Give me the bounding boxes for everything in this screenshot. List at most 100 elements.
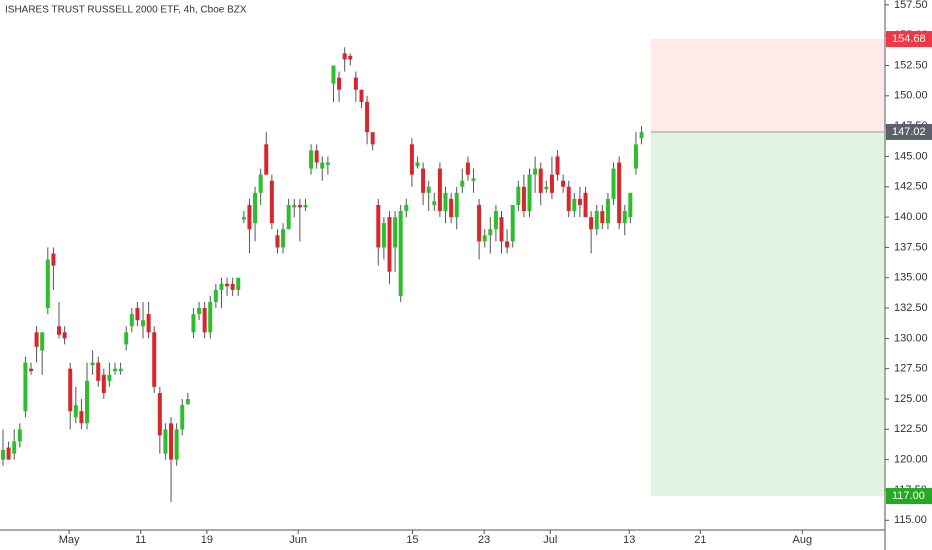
price-tag: [886, 123, 932, 140]
candle-body: [521, 186, 526, 212]
candle-body: [594, 211, 599, 230]
candle-body: [353, 77, 358, 90]
y-tick-label: 150.00: [894, 90, 928, 102]
candle-body: [583, 192, 588, 218]
y-tick-label: 137.50: [894, 241, 928, 253]
candle-body: [477, 204, 482, 242]
candle-body: [57, 326, 62, 335]
candle-body: [387, 217, 392, 272]
candle-body: [197, 308, 202, 315]
x-tick-label: 23: [478, 534, 490, 546]
candle-body: [51, 253, 56, 266]
candle-body: [191, 314, 196, 333]
candle-body: [348, 55, 353, 60]
candle-body: [314, 150, 319, 163]
candle-body: [146, 314, 151, 333]
candle-body: [370, 132, 375, 145]
candle-body: [135, 308, 140, 321]
candle-body: [62, 332, 67, 339]
candle-body: [465, 162, 470, 175]
candle-body: [605, 198, 610, 224]
candle-body: [398, 211, 403, 296]
candle-body: [264, 144, 269, 175]
candle-body: [437, 168, 442, 212]
candle-body: [409, 144, 414, 175]
candle-body: [40, 332, 45, 351]
candle-body: [129, 314, 134, 327]
y-tick-label: 132.50: [894, 302, 928, 314]
y-tick-label: 140.00: [894, 211, 928, 223]
candle-body: [460, 180, 465, 187]
y-tick-label: 145.00: [894, 150, 928, 162]
candle-body: [185, 399, 190, 404]
y-tick-label: 142.50: [894, 181, 928, 193]
candle-body: [381, 223, 386, 248]
candle-body: [292, 204, 297, 208]
candle-body: [225, 283, 230, 287]
y-tick-label: 120.00: [894, 454, 928, 466]
candle-body: [617, 162, 622, 224]
candle-body: [141, 320, 146, 327]
candle-body: [17, 429, 22, 442]
candle-body: [90, 362, 95, 366]
candle-body: [12, 441, 17, 454]
candle-body: [113, 368, 118, 372]
price-tag-label: 154.68: [892, 33, 926, 45]
candle-body: [577, 198, 582, 205]
candle-body: [152, 332, 157, 387]
candle-body: [510, 204, 515, 242]
y-tick-label: 135.00: [894, 272, 928, 284]
candle-body: [309, 150, 314, 169]
x-tick-label: May: [59, 534, 80, 546]
candle-body: [23, 362, 28, 412]
candle-body: [376, 204, 381, 248]
candle-body: [337, 77, 342, 90]
candle-body: [219, 283, 224, 290]
x-tick-label: Aug: [793, 534, 813, 546]
candle-body: [611, 168, 616, 199]
candle-body: [275, 235, 280, 248]
candle-body: [505, 241, 510, 248]
x-tick-label: 19: [201, 534, 213, 546]
candle-body: [488, 229, 493, 236]
y-tick-label: 122.50: [894, 423, 928, 435]
candle-body: [449, 198, 454, 218]
candle-body: [6, 447, 11, 460]
candle-body: [365, 101, 370, 133]
candle-body: [73, 405, 78, 418]
x-tick-label: 21: [694, 534, 706, 546]
price-tag: [886, 31, 932, 48]
price-tag-label: 147.02: [892, 126, 926, 138]
candle-body: [281, 229, 286, 248]
y-tick-label: 115.00: [894, 514, 927, 526]
x-tick-label: 15: [406, 534, 418, 546]
candle-body: [297, 204, 302, 208]
candle-body: [359, 89, 364, 102]
candle-body: [45, 259, 50, 309]
candle-body: [208, 301, 213, 333]
candle-body: [443, 192, 448, 212]
y-tick-label: 152.50: [894, 59, 928, 71]
candle-body: [180, 405, 185, 430]
candle-body: [96, 362, 101, 381]
candle-body: [572, 198, 577, 212]
candle-body: [482, 235, 487, 242]
candle-body: [85, 380, 90, 424]
x-tick-label: 13: [623, 534, 635, 546]
candle-body: [538, 168, 543, 193]
candle-body: [230, 283, 235, 290]
x-tick-label: 11: [135, 534, 146, 546]
y-tick-label: 130.00: [894, 332, 928, 344]
y-tick-label: 157.50: [894, 0, 928, 11]
candle-body: [174, 429, 179, 460]
candle-body: [34, 332, 39, 347]
target-zone: [650, 131, 885, 497]
candle-body: [622, 211, 627, 224]
candle-body: [454, 192, 459, 218]
candle-body: [124, 332, 129, 345]
candle-body: [157, 392, 162, 436]
candle-body: [79, 411, 84, 424]
candle-body: [628, 192, 633, 218]
candle-body: [533, 168, 538, 175]
